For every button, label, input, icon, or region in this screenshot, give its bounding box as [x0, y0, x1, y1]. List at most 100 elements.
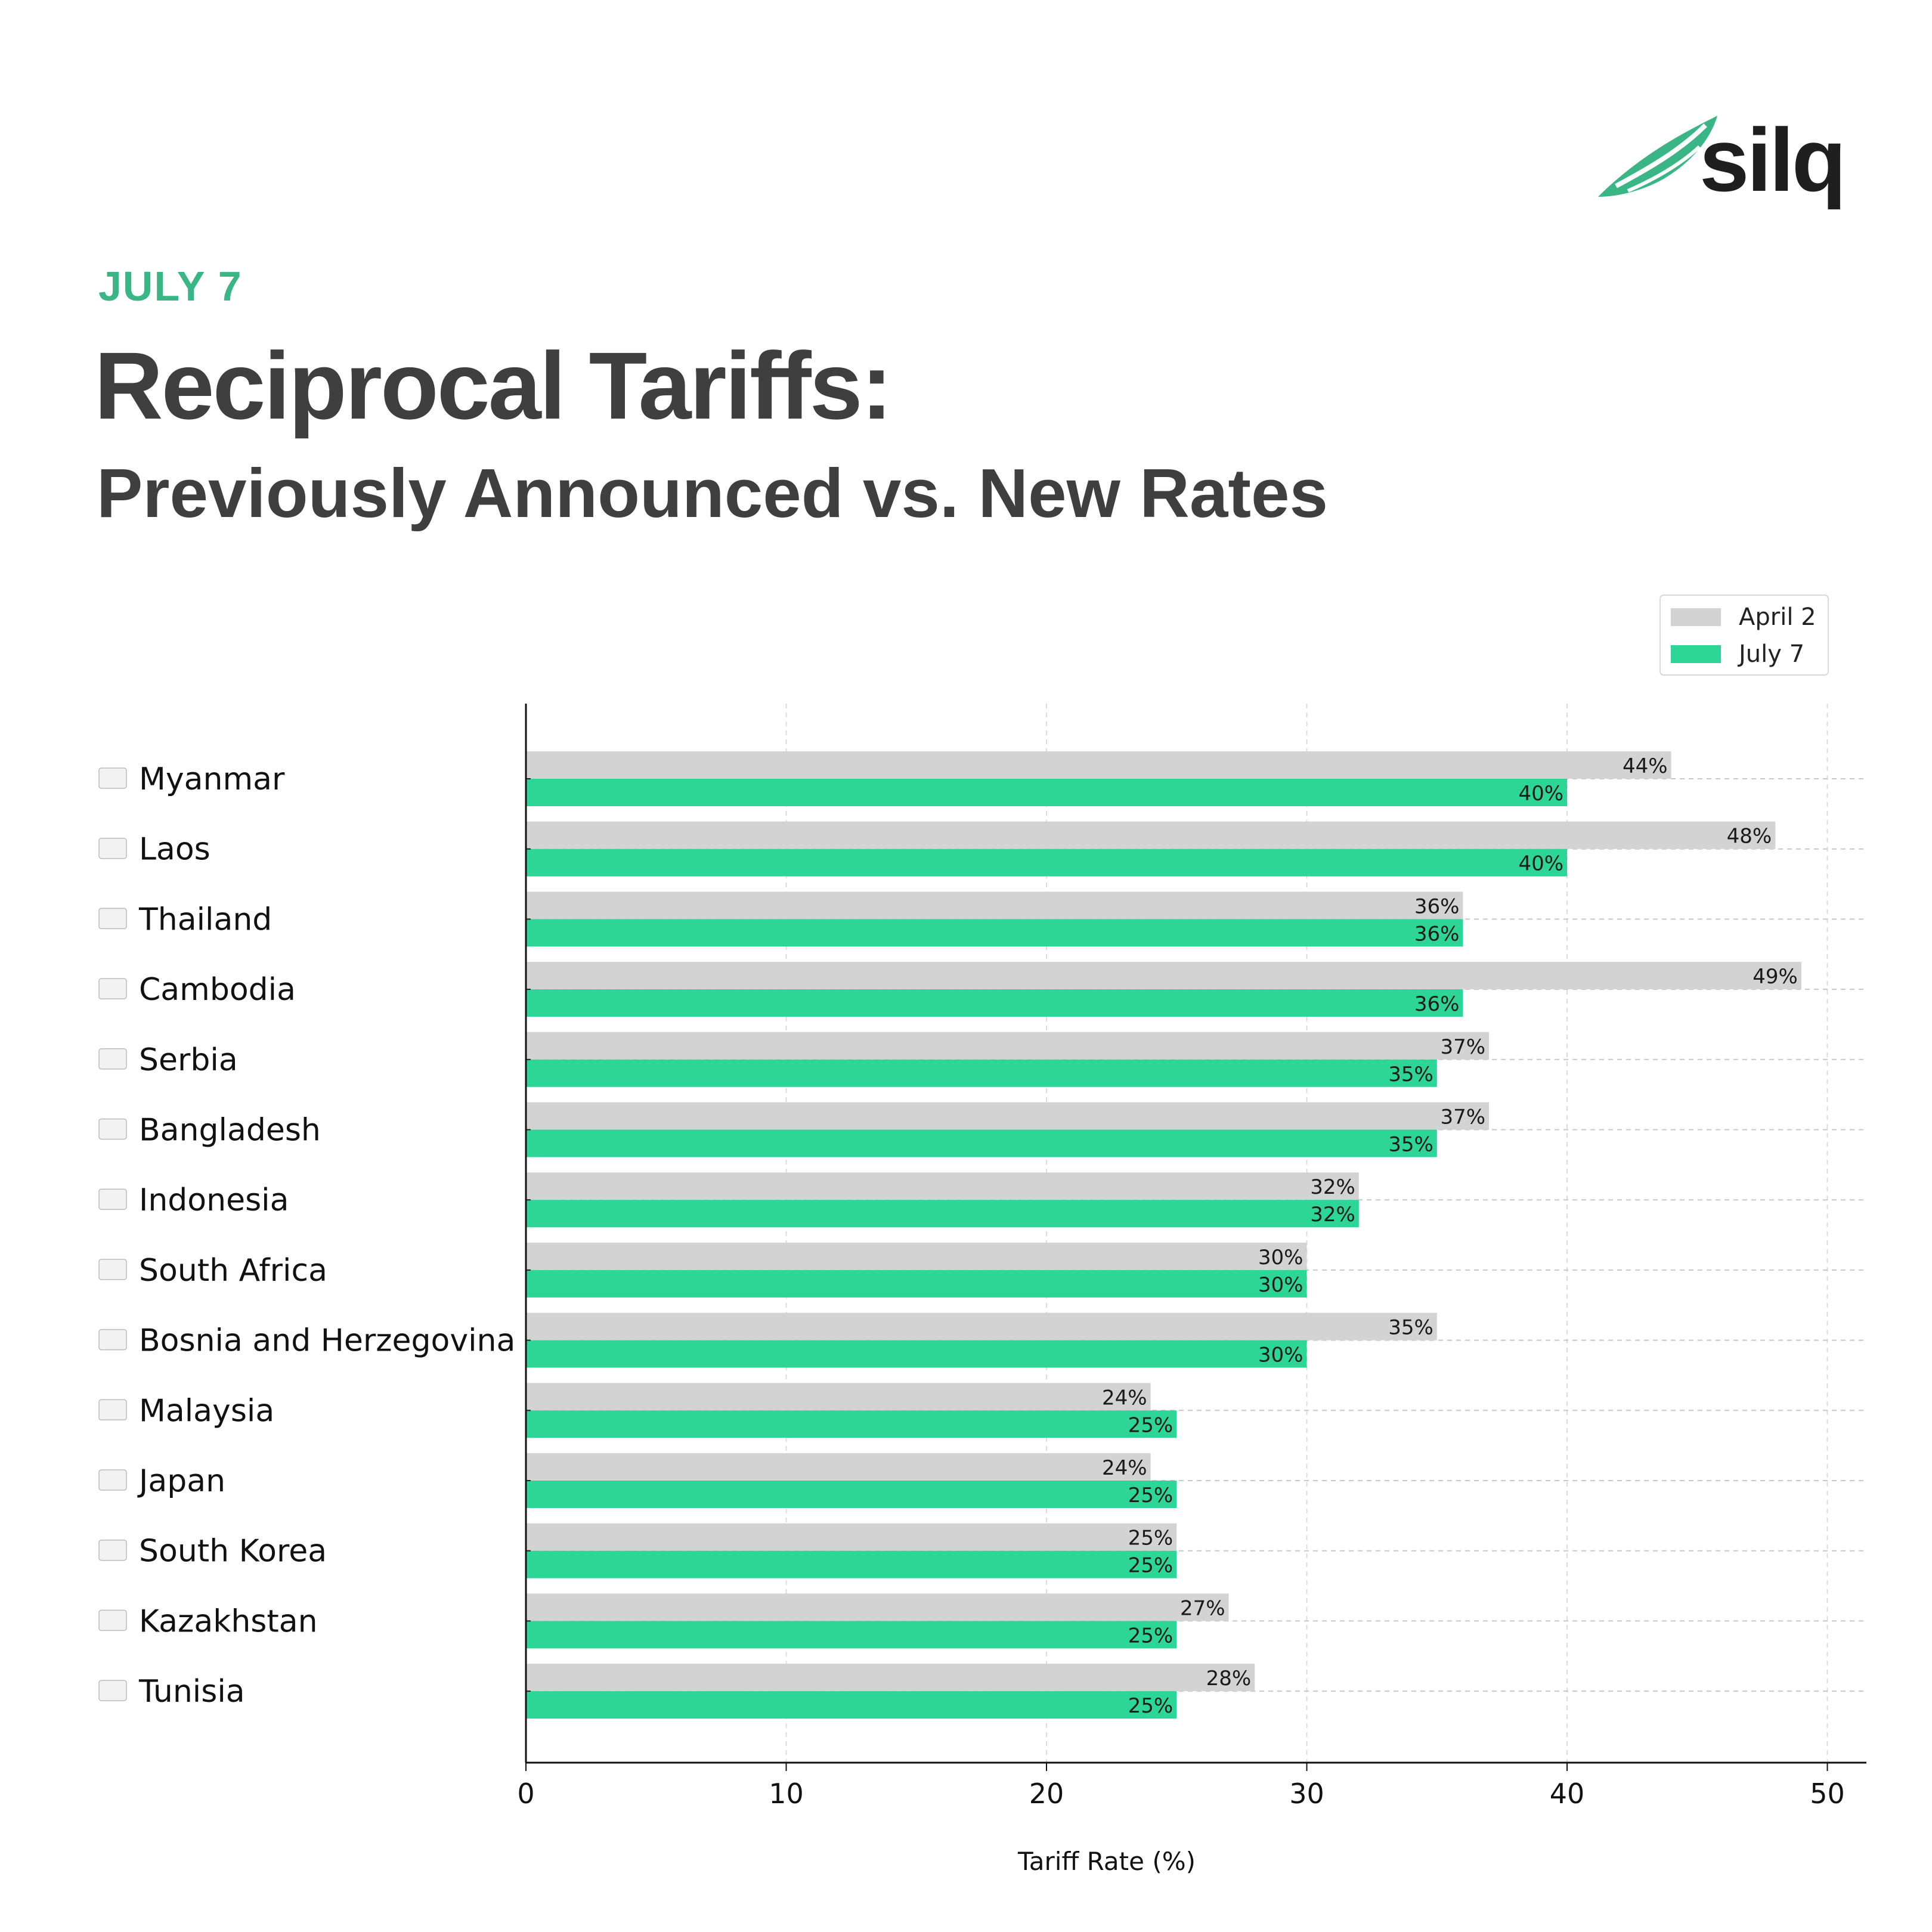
data-label: 25% — [1128, 1527, 1174, 1550]
bar-july7-bangladesh — [526, 1129, 1437, 1157]
bar-july7-south-africa — [526, 1270, 1307, 1298]
bar-april2-bosnia-and-herzegovina — [526, 1312, 1437, 1340]
data-label: 24% — [1102, 1386, 1147, 1410]
bar-july7-laos — [526, 849, 1568, 877]
category-label: Bangladesh — [139, 1113, 321, 1148]
data-label: 35% — [1388, 1316, 1433, 1340]
bar-april2-kazakhstan — [526, 1593, 1229, 1621]
flag-icon — [98, 1399, 127, 1421]
page-subtitle: Previously Announced vs. New Rates — [97, 454, 1329, 532]
category-label: Japan — [137, 1463, 225, 1499]
data-label: 35% — [1388, 1133, 1433, 1157]
flag-icon — [98, 978, 127, 999]
data-label: 40% — [1518, 782, 1563, 806]
bar-july7-tunisia — [526, 1691, 1177, 1719]
data-label: 25% — [1128, 1624, 1174, 1648]
flag-icon — [98, 1188, 127, 1210]
x-tick-label: 50 — [1810, 1778, 1845, 1810]
bar-april2-myanmar — [526, 751, 1671, 779]
data-label: 24% — [1102, 1456, 1147, 1480]
bar-july7-thailand — [526, 919, 1463, 947]
bar-july7-indonesia — [526, 1200, 1359, 1228]
data-label: 25% — [1128, 1413, 1174, 1437]
data-label: 25% — [1128, 1484, 1174, 1507]
bar-july7-cambodia — [526, 989, 1463, 1017]
bar-april2-malaysia — [526, 1383, 1151, 1411]
bar-april2-cambodia — [526, 962, 1801, 990]
data-label: 36% — [1414, 992, 1460, 1016]
data-label: 32% — [1310, 1175, 1355, 1199]
bar-july7-south-korea — [526, 1550, 1177, 1578]
bar-april2-japan — [526, 1453, 1151, 1481]
bar-april2-south-africa — [526, 1242, 1307, 1270]
legend-label: April 2 — [1739, 603, 1816, 631]
data-label: 44% — [1623, 754, 1668, 778]
category-label: Malaysia — [139, 1393, 274, 1429]
flag-icon — [98, 767, 127, 789]
data-label: 30% — [1258, 1246, 1304, 1270]
category-label: South Korea — [139, 1534, 327, 1569]
x-tick-label: 0 — [517, 1778, 534, 1810]
category-label: Bosnia and Herzegovina — [139, 1323, 515, 1359]
legend-swatch — [1671, 608, 1721, 626]
data-label: 27% — [1180, 1596, 1225, 1620]
data-label: 40% — [1518, 852, 1563, 876]
category-label: South Africa — [139, 1253, 327, 1289]
x-tick-label: 10 — [769, 1778, 804, 1810]
flag-icon — [98, 908, 127, 930]
data-label: 35% — [1388, 1063, 1433, 1086]
bar-july7-serbia — [526, 1059, 1437, 1087]
category-label: Tunisia — [138, 1674, 245, 1710]
category-label: Thailand — [138, 902, 272, 937]
bar-july7-japan — [526, 1481, 1177, 1508]
data-label: 36% — [1414, 922, 1460, 946]
bar-april2-indonesia — [526, 1172, 1359, 1200]
bar-july7-malaysia — [526, 1410, 1177, 1438]
bar-april2-south-korea — [526, 1523, 1177, 1551]
data-label: 37% — [1440, 1035, 1485, 1059]
x-axis-label: Tariff Rate (%) — [1017, 1847, 1196, 1876]
silq-leaf-logo-icon — [1598, 116, 1717, 197]
category-label: Laos — [139, 832, 210, 868]
category-label: Indonesia — [139, 1182, 289, 1218]
bar-july7-kazakhstan — [526, 1621, 1177, 1649]
data-label: 30% — [1258, 1273, 1304, 1297]
legend-swatch — [1671, 645, 1721, 663]
data-label: 49% — [1753, 965, 1798, 989]
flag-icon — [98, 1048, 127, 1070]
x-tick-label: 40 — [1550, 1778, 1585, 1810]
flag-icon — [98, 1539, 127, 1561]
brand-name: silq — [1699, 110, 1846, 210]
flag-icon — [98, 1469, 127, 1491]
bar-april2-thailand — [526, 891, 1463, 919]
data-label: 48% — [1727, 825, 1772, 849]
data-label: 25% — [1128, 1554, 1174, 1578]
flag-icon — [98, 1680, 127, 1701]
data-label: 28% — [1206, 1667, 1252, 1690]
date-kicker: JULY 7 — [98, 263, 243, 309]
bar-july7-bosnia-and-herzegovina — [526, 1340, 1307, 1368]
category-label: Serbia — [139, 1042, 238, 1078]
x-tick-label: 20 — [1029, 1778, 1064, 1810]
data-label: 30% — [1258, 1343, 1304, 1367]
data-label: 25% — [1128, 1694, 1174, 1718]
category-label: Myanmar — [139, 761, 285, 797]
bar-july7-myanmar — [526, 779, 1568, 806]
flag-icon — [98, 1609, 127, 1631]
flag-icon — [98, 1329, 127, 1351]
data-label: 32% — [1310, 1203, 1355, 1227]
bar-april2-tunisia — [526, 1664, 1255, 1692]
bar-april2-laos — [526, 821, 1776, 849]
flag-icon — [98, 1118, 127, 1140]
x-tick-label: 30 — [1289, 1778, 1324, 1810]
category-label: Cambodia — [139, 972, 296, 1008]
flag-icon — [98, 1259, 127, 1280]
legend-label: July 7 — [1737, 640, 1804, 668]
data-label: 37% — [1440, 1106, 1485, 1129]
bar-april2-serbia — [526, 1032, 1490, 1060]
page-title: Reciprocal Tariffs: — [94, 332, 893, 439]
flag-icon — [98, 837, 127, 859]
category-label: Kazakhstan — [139, 1603, 318, 1639]
data-label: 36% — [1414, 894, 1460, 918]
